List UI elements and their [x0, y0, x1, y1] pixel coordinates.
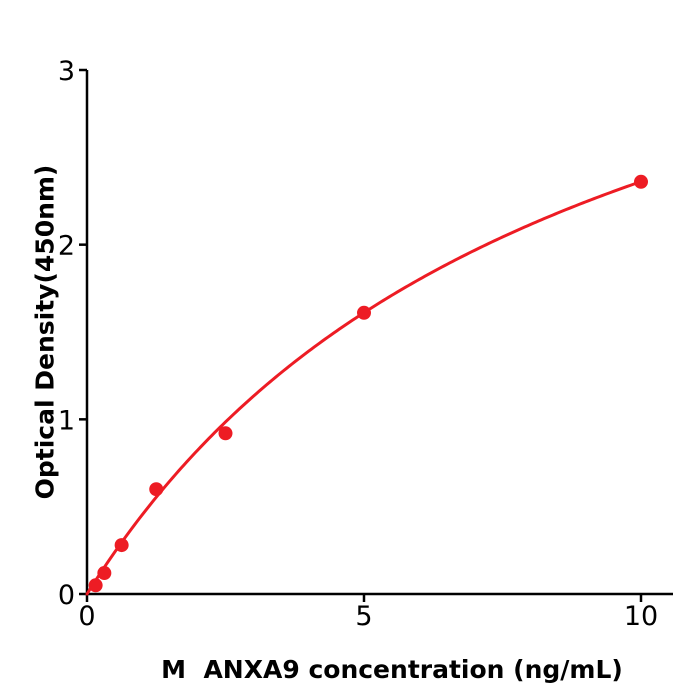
y-tick-label: 3 [58, 56, 75, 87]
x-tick-label: 5 [355, 601, 372, 632]
data-point [634, 174, 648, 189]
x-tick-label: 0 [78, 601, 95, 632]
data-point [357, 305, 371, 320]
y-tick-label: 1 [58, 405, 75, 436]
y-tick-label: 2 [58, 231, 75, 262]
data-point [149, 482, 164, 497]
data-point [218, 426, 233, 441]
y-tick-label: 0 [58, 580, 75, 611]
x-tick-label: 10 [624, 601, 658, 632]
data-point [97, 566, 112, 581]
data-point [88, 578, 103, 593]
fit-curve [85, 180, 643, 596]
x-axis-title: M ANXA9 concentration (ng/mL) [161, 655, 623, 684]
y-axis-title: Optical Density(450nm) [30, 164, 60, 500]
data-point [114, 538, 129, 553]
